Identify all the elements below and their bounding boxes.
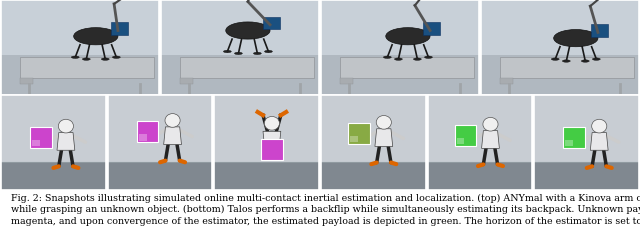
Polygon shape: [57, 133, 75, 150]
Ellipse shape: [383, 56, 391, 59]
FancyBboxPatch shape: [350, 136, 358, 143]
FancyBboxPatch shape: [428, 95, 532, 164]
FancyBboxPatch shape: [591, 24, 608, 37]
FancyBboxPatch shape: [1, 162, 106, 190]
Ellipse shape: [386, 28, 430, 45]
Ellipse shape: [554, 30, 598, 47]
Ellipse shape: [253, 52, 261, 55]
FancyBboxPatch shape: [321, 162, 426, 190]
FancyBboxPatch shape: [1, 95, 106, 164]
FancyBboxPatch shape: [481, 0, 639, 55]
FancyBboxPatch shape: [108, 162, 212, 190]
Ellipse shape: [424, 56, 433, 59]
FancyBboxPatch shape: [321, 0, 479, 55]
FancyBboxPatch shape: [481, 55, 639, 95]
FancyBboxPatch shape: [1, 0, 159, 55]
FancyBboxPatch shape: [30, 127, 52, 148]
FancyBboxPatch shape: [137, 121, 159, 142]
FancyBboxPatch shape: [457, 138, 465, 144]
Ellipse shape: [101, 58, 109, 60]
FancyBboxPatch shape: [534, 95, 639, 164]
Ellipse shape: [581, 60, 589, 62]
Circle shape: [58, 119, 74, 133]
FancyBboxPatch shape: [423, 22, 440, 35]
FancyBboxPatch shape: [180, 57, 314, 78]
Polygon shape: [500, 78, 513, 84]
Circle shape: [376, 115, 392, 129]
Polygon shape: [375, 129, 393, 147]
FancyBboxPatch shape: [348, 123, 370, 144]
FancyBboxPatch shape: [1, 55, 159, 95]
FancyBboxPatch shape: [563, 127, 585, 148]
FancyBboxPatch shape: [263, 17, 280, 29]
Ellipse shape: [113, 56, 120, 59]
FancyBboxPatch shape: [108, 95, 212, 164]
FancyBboxPatch shape: [161, 0, 319, 95]
FancyBboxPatch shape: [500, 57, 634, 78]
Ellipse shape: [394, 58, 403, 60]
Ellipse shape: [551, 58, 559, 60]
Polygon shape: [263, 131, 281, 149]
FancyBboxPatch shape: [261, 139, 283, 160]
Circle shape: [264, 116, 280, 130]
Polygon shape: [164, 127, 182, 145]
Ellipse shape: [71, 56, 79, 59]
FancyBboxPatch shape: [340, 57, 474, 78]
FancyBboxPatch shape: [1, 0, 159, 95]
Circle shape: [165, 114, 180, 127]
FancyBboxPatch shape: [161, 55, 319, 95]
FancyBboxPatch shape: [32, 140, 40, 146]
Ellipse shape: [264, 50, 273, 53]
Polygon shape: [180, 78, 193, 84]
FancyBboxPatch shape: [534, 162, 639, 190]
Text: Fig. 2: Snapshots illustrating simulated online multi-contact inertial estimatio: Fig. 2: Snapshots illustrating simulated…: [12, 194, 640, 226]
FancyBboxPatch shape: [111, 22, 128, 35]
Ellipse shape: [593, 58, 600, 60]
FancyBboxPatch shape: [454, 125, 476, 146]
Ellipse shape: [223, 50, 231, 53]
Polygon shape: [590, 133, 608, 150]
FancyBboxPatch shape: [214, 95, 319, 164]
Polygon shape: [20, 78, 33, 84]
FancyBboxPatch shape: [565, 140, 573, 146]
Circle shape: [483, 117, 498, 131]
FancyBboxPatch shape: [161, 0, 319, 55]
Ellipse shape: [413, 58, 421, 60]
Circle shape: [591, 119, 607, 133]
FancyBboxPatch shape: [321, 55, 479, 95]
Polygon shape: [340, 78, 353, 84]
FancyBboxPatch shape: [139, 134, 147, 141]
Polygon shape: [481, 131, 499, 148]
Ellipse shape: [83, 58, 90, 60]
Ellipse shape: [563, 60, 570, 62]
FancyBboxPatch shape: [481, 0, 639, 95]
FancyBboxPatch shape: [321, 0, 479, 95]
Ellipse shape: [74, 28, 118, 45]
FancyBboxPatch shape: [321, 95, 426, 164]
Ellipse shape: [226, 22, 270, 39]
FancyBboxPatch shape: [20, 57, 154, 78]
Ellipse shape: [234, 52, 243, 55]
FancyBboxPatch shape: [214, 162, 319, 190]
FancyBboxPatch shape: [428, 162, 532, 190]
